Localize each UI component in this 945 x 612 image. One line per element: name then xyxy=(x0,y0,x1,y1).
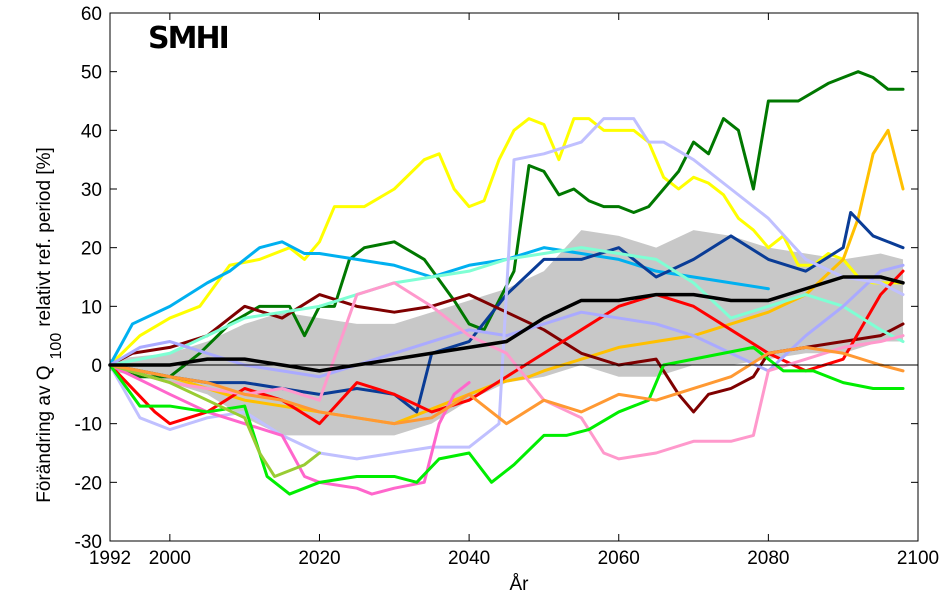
y-tick-label: 50 xyxy=(81,63,102,84)
x-tick-labels: 1992 2000 2020 2040 2060 2080 2100 xyxy=(89,548,939,569)
series-line-9 xyxy=(108,263,905,379)
series-line-5 xyxy=(108,210,905,414)
y-tick-label: -20 xyxy=(75,473,102,494)
series-line-10 xyxy=(108,117,905,461)
y-tick-label: 40 xyxy=(81,121,102,142)
y-tick-label: -10 xyxy=(75,415,102,436)
smhi-logo: SMHI xyxy=(148,21,228,56)
y-axis-label: Förändring av Q 100 relativt ref. period [… xyxy=(34,147,65,503)
y-tick-label: 0 xyxy=(91,356,102,377)
x-axis-label: År xyxy=(510,574,530,595)
series-line-12 xyxy=(108,281,905,461)
series-line-11 xyxy=(108,363,471,496)
y-tick-labels: -30 -20 -10 0 10 20 30 40 50 60 xyxy=(75,4,102,553)
series-line-2 xyxy=(108,70,905,379)
x-tick-label: 2000 xyxy=(149,548,191,569)
axes xyxy=(109,12,919,542)
y-axis-label-main: Förändring av Q xyxy=(34,365,55,502)
y-tick-label: 10 xyxy=(81,297,102,318)
svg-text:Förändring av Q100relativt ref: Förändring av Q 100 relativt ref. period [… xyxy=(34,147,65,503)
series-line-16 xyxy=(108,275,905,373)
y-tick-label: 20 xyxy=(81,239,102,260)
series-line-15 xyxy=(108,345,905,426)
y-tick-label: 60 xyxy=(81,4,102,25)
x-tick-label: 2060 xyxy=(598,548,640,569)
y-tick-label: 30 xyxy=(81,180,102,201)
series-line-14 xyxy=(108,363,321,478)
x-tick-label: 1992 xyxy=(89,548,131,569)
x-tick-label: 2020 xyxy=(298,548,340,569)
y-axis-label-suffix: relativt ref. period [%] xyxy=(34,147,55,327)
uncertainty-band xyxy=(110,230,904,436)
x-tick-label: 2080 xyxy=(747,548,789,569)
x-tick-label: 2100 xyxy=(897,548,939,569)
y-axis-label-subscript: 100 xyxy=(48,333,65,360)
series-lines xyxy=(108,70,905,496)
x-tick-label: 2040 xyxy=(448,548,490,569)
band-area xyxy=(110,230,904,436)
series-line-8 xyxy=(108,246,905,367)
plot-frame xyxy=(109,12,919,542)
y-tick-label: -30 xyxy=(75,532,102,553)
